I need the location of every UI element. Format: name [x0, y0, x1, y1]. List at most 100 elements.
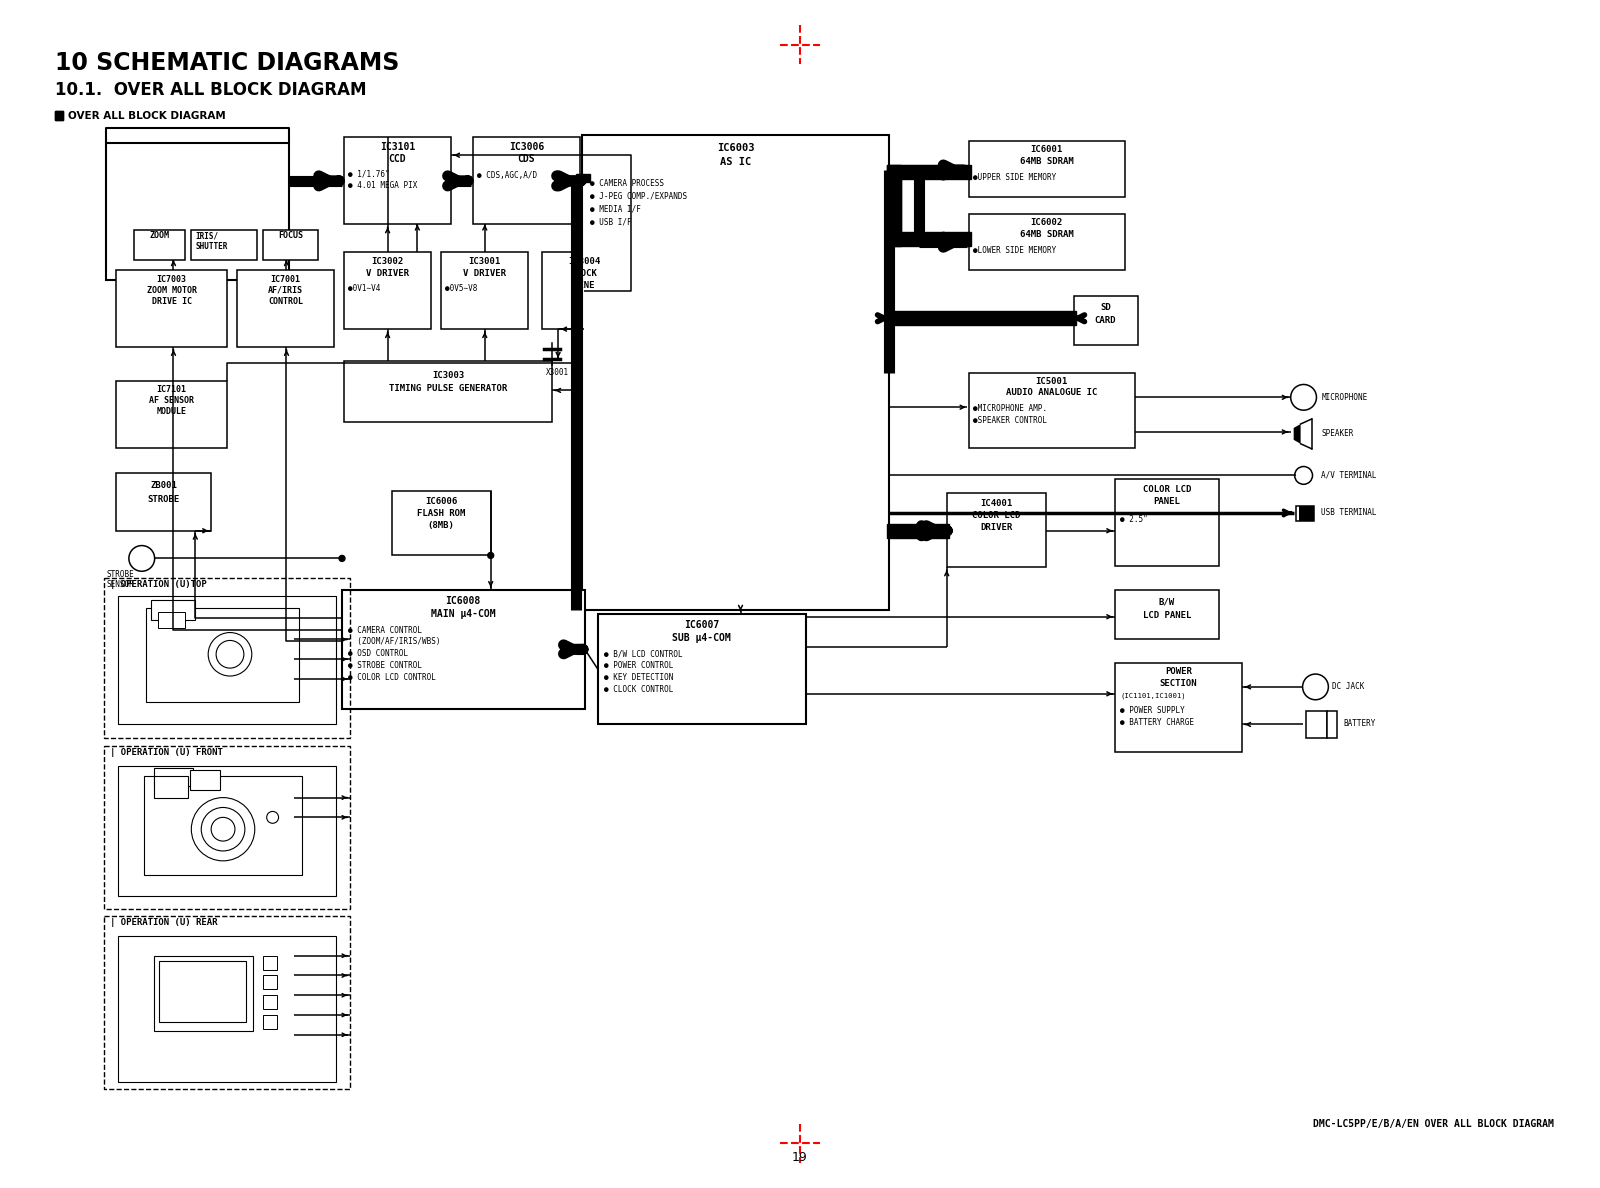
Text: | OPERATION (U) FRONT: | OPERATION (U) FRONT — [110, 748, 222, 757]
Text: SPEAKER: SPEAKER — [1322, 429, 1354, 438]
Text: ●0V1∼V4: ●0V1∼V4 — [347, 284, 381, 292]
Text: ● CDS,AGC,A/D: ● CDS,AGC,A/D — [477, 171, 538, 181]
Bar — [115, 270, 227, 347]
Text: V DRIVER: V DRIVER — [464, 268, 506, 278]
Text: 64MB SDRAM: 64MB SDRAM — [1019, 157, 1074, 166]
Text: (ZOOM/AF/IRIS/WBS): (ZOOM/AF/IRIS/WBS) — [347, 638, 440, 646]
Text: ● KEY DETECTION: ● KEY DETECTION — [603, 674, 674, 682]
Bar — [947, 493, 1046, 568]
Text: ZB001: ZB001 — [150, 481, 178, 491]
Text: ● MEDIA I/F: ● MEDIA I/F — [590, 204, 640, 214]
Text: SD: SD — [1099, 303, 1110, 312]
Bar — [1115, 663, 1242, 752]
Text: ● CAMERA CONTROL: ● CAMERA CONTROL — [347, 626, 422, 634]
Text: ZOOM MOTOR: ZOOM MOTOR — [147, 285, 197, 295]
Bar — [118, 596, 336, 725]
Text: GENE: GENE — [573, 280, 595, 290]
Circle shape — [488, 552, 494, 558]
Bar — [262, 996, 277, 1009]
Bar — [344, 361, 552, 422]
Text: IC7001: IC7001 — [270, 274, 301, 284]
Text: ●SPEAKER CONTROL: ●SPEAKER CONTROL — [973, 416, 1048, 425]
Text: MICROPHONE: MICROPHONE — [1322, 393, 1368, 402]
Bar — [118, 766, 336, 897]
Bar — [888, 165, 901, 246]
Text: ● 2.5": ● 2.5" — [1120, 514, 1147, 524]
Bar — [342, 590, 586, 709]
Text: USB TERMINAL: USB TERMINAL — [1322, 508, 1378, 518]
Bar — [115, 380, 227, 448]
Bar — [262, 955, 277, 969]
Bar — [104, 746, 350, 909]
Text: AUDIO ANALOGUE IC: AUDIO ANALOGUE IC — [1006, 388, 1098, 398]
Text: CONTROL: CONTROL — [269, 297, 302, 305]
Text: X3001: X3001 — [546, 367, 570, 377]
Bar — [192, 230, 256, 260]
Text: IC6006: IC6006 — [426, 497, 458, 506]
Bar — [344, 138, 451, 225]
Text: ● CAMERA PROCESS: ● CAMERA PROCESS — [590, 179, 664, 188]
Text: ● POWER CONTROL: ● POWER CONTROL — [603, 662, 674, 670]
Text: IC4001: IC4001 — [981, 499, 1013, 508]
Bar — [1306, 710, 1328, 738]
Text: LCD PANEL: LCD PANEL — [1142, 611, 1190, 620]
Text: (8MB): (8MB) — [427, 520, 454, 530]
Text: IC6002: IC6002 — [1030, 219, 1062, 227]
Bar — [106, 144, 290, 279]
Bar — [888, 233, 971, 246]
Bar — [542, 252, 626, 329]
Text: FLASH ROM: FLASH ROM — [418, 508, 466, 518]
Text: DC JACK: DC JACK — [1333, 682, 1365, 691]
Bar — [262, 1015, 277, 1029]
Text: ● 1/1.76": ● 1/1.76" — [347, 169, 389, 178]
Text: CARD: CARD — [1094, 316, 1117, 326]
Bar — [1074, 296, 1138, 345]
Text: IC6001: IC6001 — [1030, 145, 1062, 154]
Text: CDS: CDS — [517, 154, 536, 164]
Bar — [150, 600, 195, 620]
Bar — [144, 776, 302, 874]
Text: IC7101: IC7101 — [157, 385, 187, 394]
Text: 19: 19 — [792, 1151, 808, 1164]
Text: ● BATTERY CHARGE: ● BATTERY CHARGE — [1120, 718, 1194, 727]
Text: ● J-PEG COMP./EXPANDS: ● J-PEG COMP./EXPANDS — [590, 191, 686, 201]
Bar — [968, 215, 1125, 270]
Text: (IC1101,IC1001): (IC1101,IC1001) — [1120, 693, 1186, 700]
Text: AS IC: AS IC — [720, 157, 750, 168]
Text: 10 SCHEMATIC DIAGRAMS: 10 SCHEMATIC DIAGRAMS — [54, 51, 398, 75]
Text: PANEL: PANEL — [1154, 497, 1181, 506]
Bar — [392, 491, 491, 556]
Bar — [158, 612, 186, 627]
Bar — [888, 524, 949, 538]
Bar — [115, 474, 211, 531]
Bar — [158, 961, 246, 1022]
Text: MAIN μ4-COM: MAIN μ4-COM — [430, 608, 496, 619]
Polygon shape — [1294, 424, 1301, 444]
Text: IC3002: IC3002 — [371, 257, 403, 266]
Text: ● STROBE CONTROL: ● STROBE CONTROL — [347, 662, 422, 670]
Text: 64MB SDRAM: 64MB SDRAM — [1019, 230, 1074, 239]
Bar — [1296, 506, 1314, 520]
Text: CCD: CCD — [389, 154, 406, 164]
Bar — [442, 252, 528, 329]
Text: IC6007: IC6007 — [685, 620, 720, 630]
Bar — [474, 138, 579, 225]
Text: V DRIVER: V DRIVER — [366, 268, 410, 278]
Bar — [1115, 590, 1219, 639]
Text: IC6003: IC6003 — [717, 144, 754, 153]
Text: SHUTTER: SHUTTER — [195, 242, 227, 251]
Text: IC7003: IC7003 — [157, 274, 187, 284]
Bar — [598, 614, 806, 725]
Text: DRIVE IC: DRIVE IC — [152, 297, 192, 305]
Bar — [237, 270, 334, 347]
Text: AF SENSOR: AF SENSOR — [149, 397, 194, 405]
Text: ● COLOR LCD CONTROL: ● COLOR LCD CONTROL — [347, 674, 435, 682]
Bar — [54, 110, 64, 120]
Text: STROBE: STROBE — [106, 570, 134, 580]
Text: MODULE: MODULE — [157, 407, 187, 416]
Text: ●0V5∼V8: ●0V5∼V8 — [445, 284, 477, 292]
Text: DRIVER: DRIVER — [981, 523, 1013, 532]
Text: ● OSD CONTROL: ● OSD CONTROL — [347, 650, 408, 658]
Bar — [104, 916, 350, 1089]
Text: BATTERY: BATTERY — [1344, 719, 1376, 728]
